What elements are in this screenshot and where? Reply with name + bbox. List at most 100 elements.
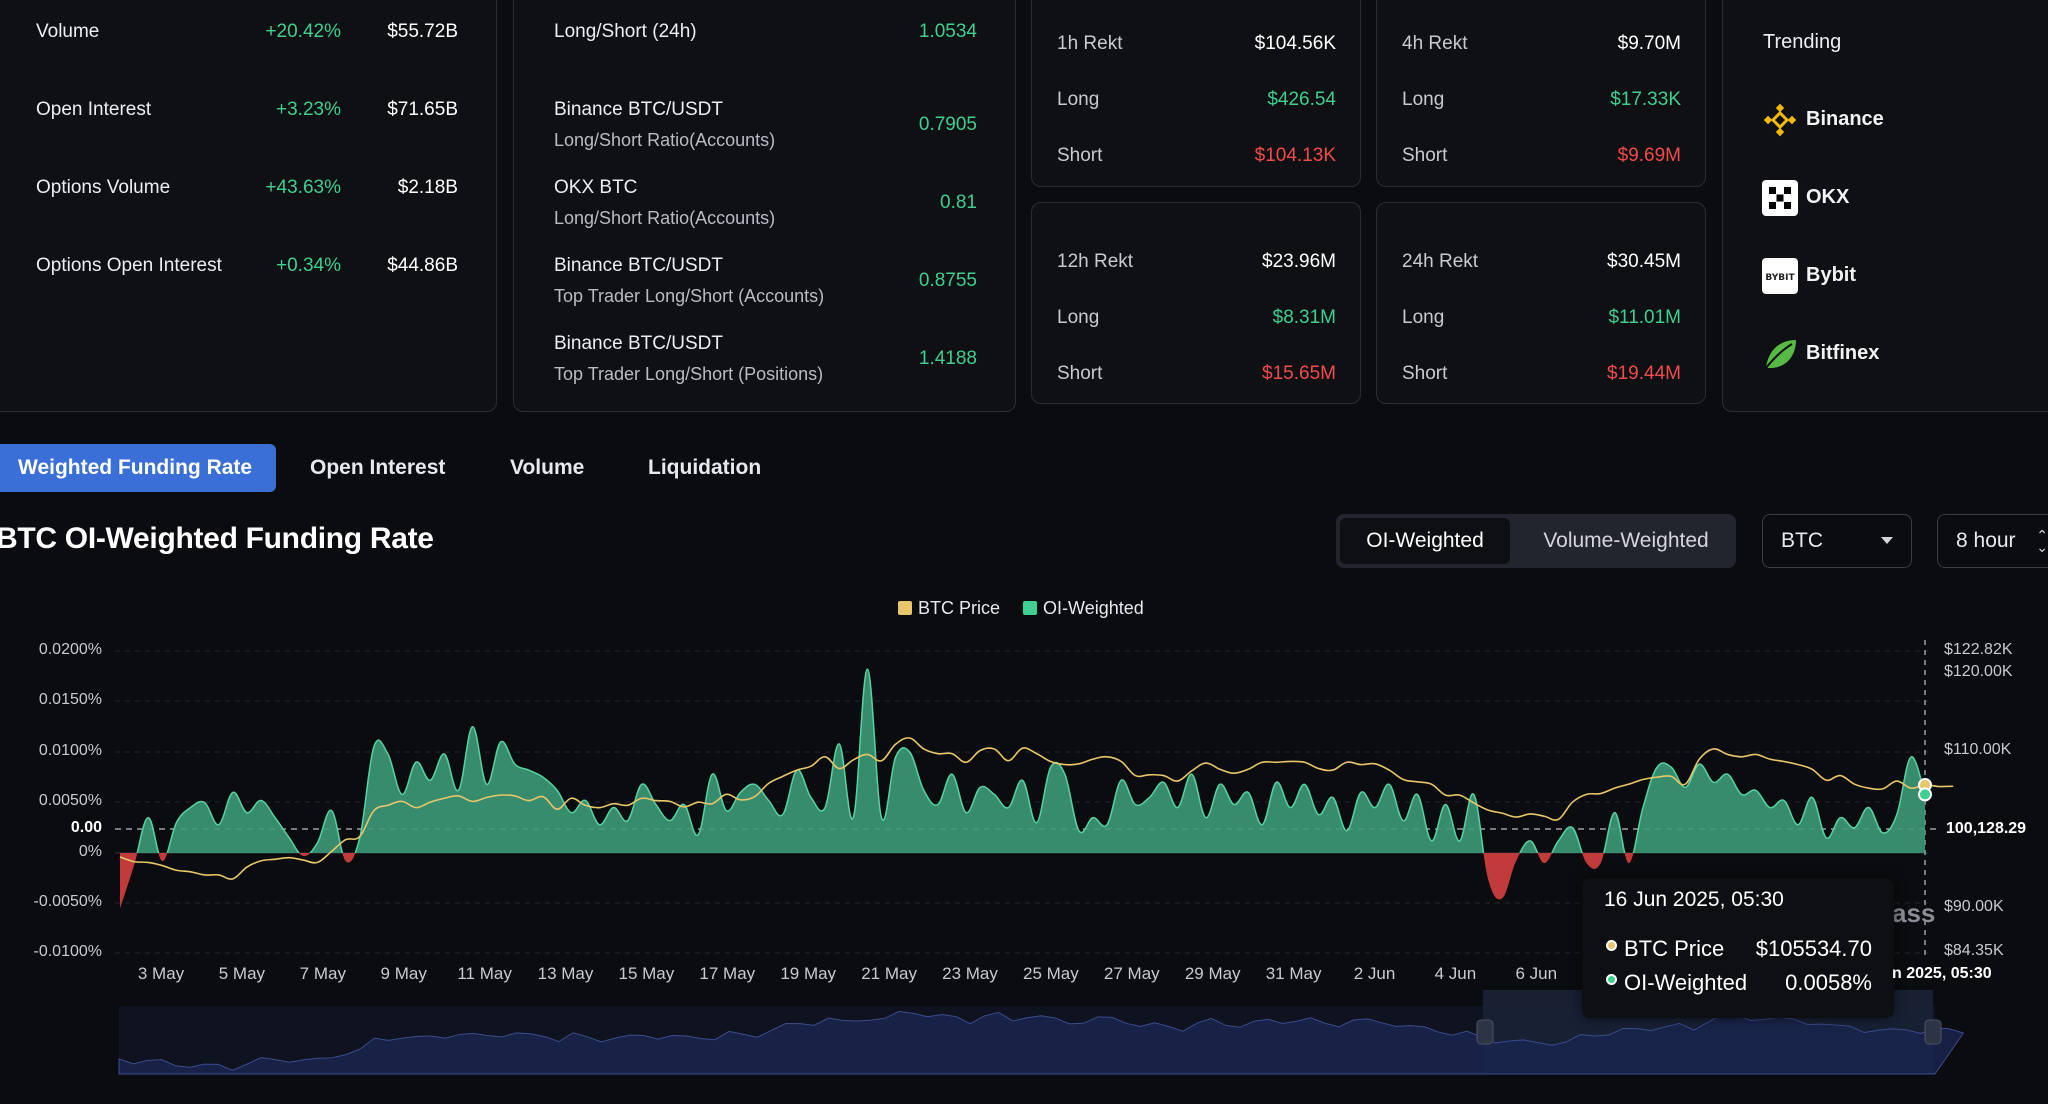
interval-select[interactable]: 8 hour ⌃ ⌄	[1937, 514, 2048, 568]
chart-tooltip: 16 Jun 2025, 05:30 BTC Price $105534.70 …	[1582, 878, 1894, 1018]
navigator-left-handle	[1476, 1019, 1494, 1045]
rekt-long-label: Long	[1402, 89, 1445, 110]
up-down-arrows-icon: ⌃ ⌄	[2036, 527, 2048, 555]
x-axis-tick: 31 May	[1265, 964, 1322, 983]
x-axis-tick: 3 May	[137, 964, 185, 983]
x-axis-tick: 11 May	[457, 964, 512, 983]
tab-3[interactable]: Liquidation	[648, 456, 762, 479]
tab-2[interactable]: Volume	[510, 456, 585, 479]
y-axis-left-tick: 0.0200%	[38, 641, 102, 658]
y-axis-left-tick: 0.0150%	[38, 691, 102, 708]
oi-weighted-area-negative	[120, 853, 1925, 909]
rekt-title: 24h Rekt	[1402, 251, 1479, 272]
y-axis-left-tick: 0.0050%	[38, 792, 102, 809]
rekt-long-label: Long	[1057, 89, 1100, 110]
oi-weighted-line	[136, 668, 1926, 853]
rekt-title: 1h Rekt	[1057, 33, 1123, 54]
legend-label-price[interactable]: BTC Price	[918, 598, 1001, 618]
market-row-label: Options Volume	[36, 177, 171, 198]
rekt-short-value: $9.69M	[1617, 145, 1681, 166]
crosshair-y-label: 100,128.29	[1944, 819, 2029, 839]
rekt-panel-0: 1h Rekt $104.56K Long $426.54 Short $104…	[1031, 0, 1361, 187]
crosshair-x-label: n 2025, 05:30	[1892, 965, 1992, 982]
weighting-toggle: OI-Weighted Volume-Weighted	[1336, 514, 1736, 568]
market-row-value: $2.18B	[397, 177, 458, 198]
y-axis-right-tick: $84.35K	[1944, 942, 2004, 959]
rekt-long-value: $8.31M	[1272, 307, 1336, 328]
x-axis-tick: 23 May	[942, 964, 998, 983]
bitfinex-icon	[1762, 336, 1798, 377]
market-row-change: +43.63%	[265, 177, 341, 198]
coin-select-value: BTC	[1781, 529, 1823, 552]
trending-item-label: Binance	[1806, 108, 1884, 130]
x-axis-tick: 7 May	[299, 964, 346, 983]
y-axis-left-tick: 0%	[78, 843, 102, 860]
market-row-change: +20.42%	[265, 21, 341, 42]
x-axis-tick: 2 Jun	[1353, 964, 1396, 983]
ratio-row-value: 0.81	[940, 192, 977, 213]
rekt-long-value: $11.01M	[1608, 307, 1681, 328]
rekt-long-label: Long	[1057, 307, 1100, 328]
market-overview-panel: Volume +20.42% $55.72B Open Interest +3.2…	[0, 0, 497, 412]
tooltip-dot-oi	[1606, 974, 1617, 985]
oi-weighted-button[interactable]: OI-Weighted	[1340, 518, 1510, 564]
rekt-long-value: $426.54	[1267, 89, 1336, 110]
ratio-row-label: Binance BTC/USDT	[554, 255, 723, 276]
rekt-title: 4h Rekt	[1402, 33, 1468, 54]
rekt-short-label: Short	[1057, 145, 1103, 166]
okx-icon	[1762, 180, 1798, 221]
volume-weighted-button[interactable]: Volume-Weighted	[1543, 529, 1709, 552]
x-axis-tick: 17 May	[699, 964, 756, 983]
rekt-total: $23.96M	[1262, 251, 1336, 272]
rekt-short-label: Short	[1402, 363, 1448, 384]
legend-label-oi[interactable]: OI-Weighted	[1043, 598, 1144, 618]
tooltip-oi-label: OI-Weighted	[1624, 970, 1748, 995]
trending-title: Trending	[1763, 31, 1842, 53]
market-row-value: $71.65B	[387, 99, 458, 120]
ratio-row-sub: Long/Short Ratio(Accounts)	[554, 130, 776, 150]
ratio-row-label: Long/Short (24h)	[554, 21, 697, 42]
ratio-row-value: 1.4188	[918, 348, 977, 369]
rekt-total: $104.56K	[1254, 33, 1336, 54]
y-axis-left-tick: 0.0100%	[38, 742, 102, 759]
chart-title: BTC OI-Weighted Funding Rate	[0, 522, 434, 555]
navigator-right-handle	[1924, 1019, 1942, 1045]
ratio-row-label: Binance BTC/USDT	[554, 333, 723, 354]
market-row-label: Open Interest	[36, 99, 152, 120]
y-axis-left-tick: -0.0100%	[33, 943, 103, 960]
bybit-icon: BYBIT	[1762, 258, 1798, 299]
tab-1[interactable]: Open Interest	[310, 456, 446, 479]
rekt-short-label: Short	[1402, 145, 1448, 166]
rekt-panel-2: 12h Rekt $23.96M Long $8.31M Short $15.6…	[1031, 202, 1361, 404]
trending-item-label: Bitfinex	[1806, 342, 1880, 364]
ratio-row-value: 1.0534	[918, 21, 977, 42]
binance-icon	[1762, 102, 1798, 143]
x-axis-tick: 15 May	[618, 964, 675, 983]
ratio-row-sub: Top Trader Long/Short (Positions)	[554, 364, 824, 384]
interval-select-value: 8 hour	[1956, 529, 2016, 552]
market-row-label: Volume	[36, 21, 100, 42]
ratio-row-sub: Top Trader Long/Short (Accounts)	[554, 286, 825, 306]
ratio-row-label: Binance BTC/USDT	[554, 99, 723, 120]
x-axis-tick: 4 Jun	[1434, 964, 1477, 983]
market-row-value: $55.72B	[387, 21, 458, 42]
rekt-short-label: Short	[1057, 363, 1103, 384]
rekt-total: $9.70M	[1617, 33, 1681, 54]
tab-0[interactable]: Weighted Funding Rate	[0, 444, 277, 492]
x-axis-tick: 27 May	[1103, 964, 1160, 983]
rekt-short-value: $15.65M	[1262, 363, 1336, 384]
navigator-series	[118, 1010, 1965, 1075]
rekt-panel-3: 24h Rekt $30.45M Long $11.01M Short $19.…	[1376, 202, 1706, 404]
oi-hover-point	[1918, 787, 1932, 802]
coin-select[interactable]: BTC	[1762, 514, 1912, 568]
rekt-short-value: $104.13K	[1254, 145, 1336, 166]
tooltip-price-value: $105534.70	[1755, 936, 1872, 961]
ratio-row-label: OKX BTC	[554, 177, 638, 198]
tooltip-date: 16 Jun 2025, 05:30	[1604, 888, 1784, 911]
ratio-row-sub: Long/Short Ratio(Accounts)	[554, 208, 776, 228]
btc-price-line	[119, 737, 1954, 880]
x-axis-tick: 29 May	[1184, 964, 1241, 983]
rekt-long-value: $17.33K	[1610, 89, 1681, 110]
caret-down-icon	[1881, 537, 1893, 544]
x-axis-tick: 6 Jun	[1515, 964, 1558, 983]
